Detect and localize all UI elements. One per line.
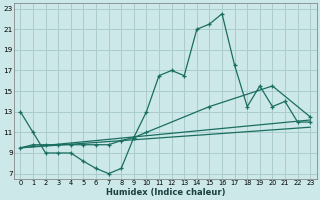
X-axis label: Humidex (Indice chaleur): Humidex (Indice chaleur): [106, 188, 225, 197]
